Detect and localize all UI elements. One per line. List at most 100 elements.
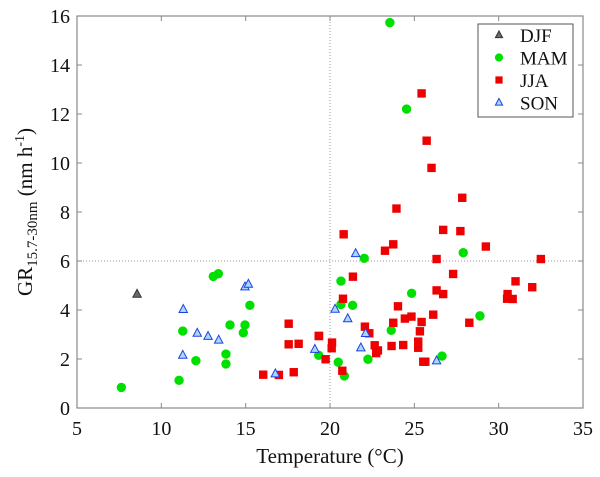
data-point-jja bbox=[528, 283, 537, 292]
y-axis-label: GR15.7-30nm (nm h-1) bbox=[13, 128, 41, 296]
data-point-jja bbox=[284, 319, 293, 328]
data-point-jja bbox=[321, 355, 330, 364]
legend-label-mam: MAM bbox=[520, 49, 568, 70]
data-point-jja bbox=[294, 339, 303, 349]
data-point-mam bbox=[347, 300, 358, 311]
data-point-jja bbox=[429, 310, 438, 319]
legend-marker-son bbox=[494, 97, 504, 106]
data-point-jja bbox=[502, 294, 512, 303]
data-point-jja bbox=[372, 348, 381, 358]
data-point-jja bbox=[339, 230, 348, 239]
data-point-mam bbox=[178, 326, 188, 336]
data-point-mam bbox=[385, 17, 395, 28]
data-point-jja bbox=[465, 318, 474, 327]
data-point-jja bbox=[417, 89, 426, 98]
data-point-son bbox=[203, 330, 214, 340]
data-point-jja bbox=[400, 314, 410, 323]
data-point-jja bbox=[414, 343, 423, 352]
data-point-jja bbox=[415, 327, 425, 336]
legend-box bbox=[477, 23, 574, 118]
y-tick-label: 4 bbox=[60, 300, 70, 322]
data-point-mam bbox=[437, 351, 447, 361]
data-point-mam bbox=[401, 104, 412, 114]
y-tick-label: 0 bbox=[60, 398, 70, 420]
x-tick-label: 15 bbox=[236, 418, 256, 440]
data-point-jja bbox=[438, 289, 448, 299]
data-point-mam bbox=[221, 349, 231, 359]
y-tick-label: 2 bbox=[60, 349, 70, 371]
data-point-mam bbox=[475, 311, 485, 321]
legend-marker-djf bbox=[494, 29, 504, 39]
data-point-mam bbox=[240, 320, 250, 330]
data-point-son bbox=[192, 327, 203, 337]
y-tick-label: 10 bbox=[50, 153, 70, 175]
series-jja bbox=[259, 89, 546, 380]
data-point-jja bbox=[438, 225, 448, 235]
data-point-son bbox=[355, 341, 366, 352]
data-point-son bbox=[431, 354, 442, 365]
data-point-son bbox=[177, 349, 188, 359]
data-point-jja bbox=[389, 318, 398, 327]
data-point-son bbox=[342, 312, 353, 323]
data-point-jja bbox=[393, 302, 403, 311]
series-son bbox=[177, 247, 442, 378]
data-point-jja bbox=[327, 344, 336, 353]
data-point-mam bbox=[359, 253, 369, 264]
data-point-mam bbox=[174, 375, 184, 386]
data-point-mam bbox=[336, 276, 346, 286]
data-point-son bbox=[330, 303, 341, 313]
data-point-son bbox=[178, 303, 189, 313]
data-point-mam bbox=[221, 359, 231, 369]
data-point-jja bbox=[289, 368, 298, 377]
data-point-jja bbox=[536, 254, 546, 264]
data-point-jja bbox=[338, 366, 347, 375]
x-axis-label: Temperature (°C) bbox=[256, 444, 403, 468]
data-point-jja bbox=[259, 370, 268, 379]
data-point-jja bbox=[421, 357, 430, 366]
data-point-jja bbox=[427, 163, 436, 173]
legend-label-djf: DJF bbox=[520, 26, 552, 47]
x-tick-label: 35 bbox=[573, 418, 593, 440]
data-point-mam bbox=[238, 328, 249, 338]
series-djf bbox=[132, 288, 143, 298]
data-point-mam bbox=[386, 325, 396, 336]
y-tick-label: 14 bbox=[50, 55, 70, 77]
x-tick-label: 30 bbox=[489, 418, 509, 440]
x-tick-label: 20 bbox=[320, 418, 340, 440]
data-point-jja bbox=[511, 277, 520, 286]
data-point-jja bbox=[338, 294, 348, 303]
data-point-son bbox=[350, 247, 361, 258]
y-tick-label: 16 bbox=[50, 6, 70, 28]
data-point-mam bbox=[225, 320, 235, 330]
x-tick-label: 5 bbox=[72, 418, 82, 440]
data-point-mam bbox=[333, 357, 343, 367]
y-tick-label: 6 bbox=[60, 251, 70, 273]
y-tick-label: 12 bbox=[50, 104, 70, 126]
data-point-jja bbox=[448, 269, 458, 279]
data-point-mam bbox=[363, 354, 373, 364]
data-point-mam bbox=[213, 269, 224, 279]
legend-marker-jja bbox=[495, 76, 503, 84]
x-tick-label: 25 bbox=[404, 418, 424, 440]
data-point-jja bbox=[389, 240, 398, 249]
data-point-mam bbox=[116, 382, 127, 393]
data-point-djf bbox=[132, 288, 143, 298]
data-point-jja bbox=[456, 226, 465, 236]
data-point-jja bbox=[417, 317, 426, 327]
data-point-jja bbox=[392, 204, 401, 213]
data-point-jja bbox=[284, 340, 293, 349]
data-point-mam bbox=[406, 288, 417, 299]
data-point-jja bbox=[387, 341, 396, 351]
legend-marker-mam bbox=[494, 53, 504, 62]
data-point-son bbox=[270, 367, 281, 378]
data-point-mam bbox=[458, 247, 468, 258]
data-point-jja bbox=[422, 136, 431, 145]
data-point-jja bbox=[432, 254, 441, 264]
data-point-son bbox=[360, 327, 371, 337]
data-point-jja bbox=[380, 246, 390, 255]
legend-label-son: SON bbox=[520, 94, 558, 115]
data-point-jja bbox=[481, 242, 491, 251]
data-point-son bbox=[243, 278, 254, 288]
